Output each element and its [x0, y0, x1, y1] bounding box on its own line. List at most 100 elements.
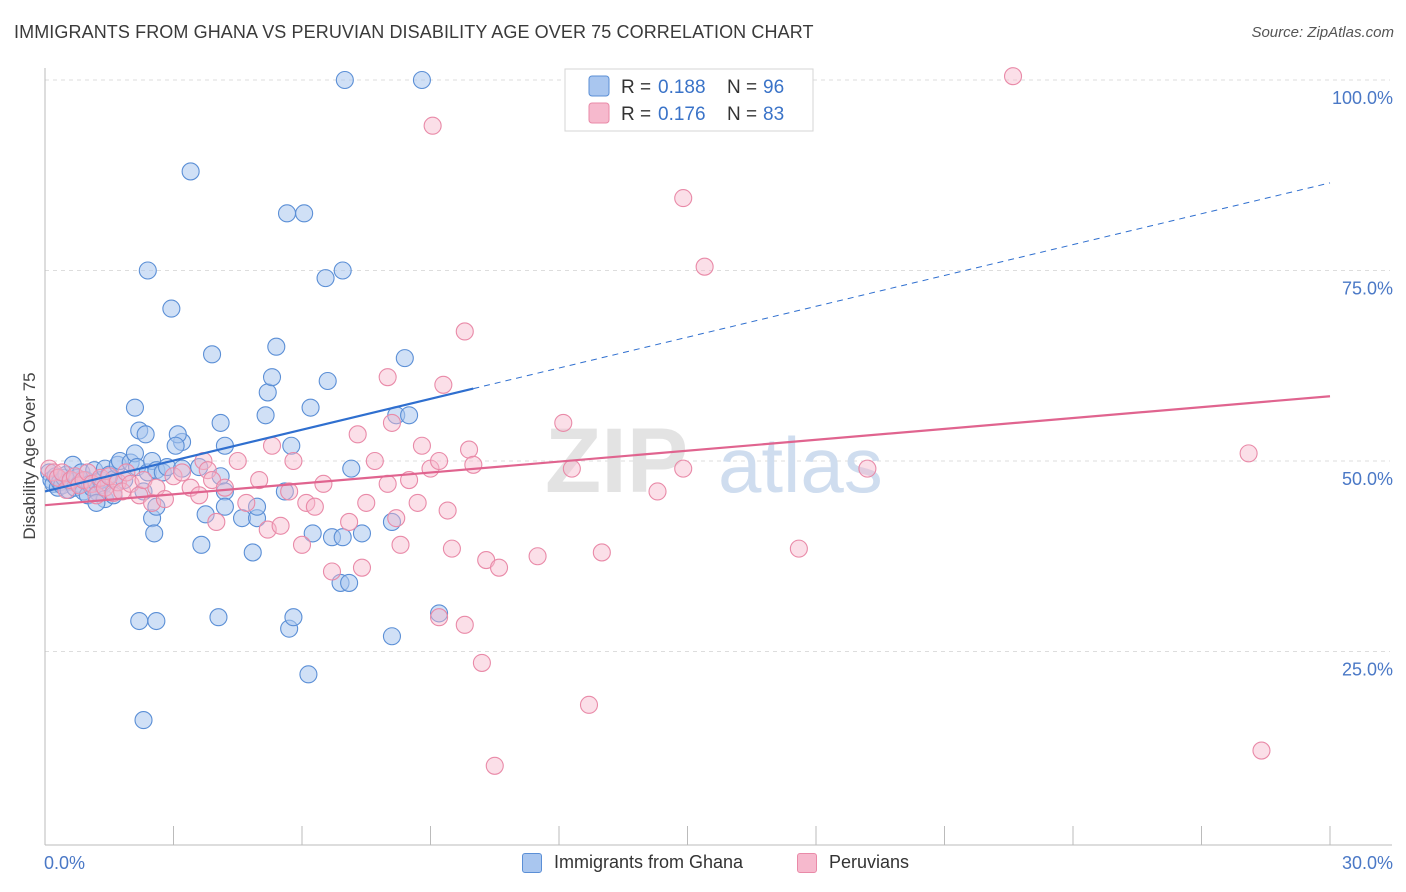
tick-labels: 25.0% 50.0% 75.0% 100.0% 0.0% 30.0% — [44, 88, 1393, 873]
ghana-point — [352, 524, 372, 543]
peruvians-point — [579, 695, 599, 714]
peruvians-point — [789, 539, 808, 558]
ghana-point — [256, 406, 275, 425]
ghana-point — [282, 436, 301, 455]
peruvians-point — [455, 322, 474, 341]
legend-label-ghana: Immigrants from Ghana — [554, 852, 744, 872]
peruvians-point — [348, 425, 367, 444]
peruvians-point — [695, 257, 714, 276]
ghana-point — [130, 611, 149, 631]
peruvians-point — [1252, 741, 1271, 760]
ghana-point — [333, 261, 352, 280]
ghana-point — [382, 627, 402, 646]
ghana-point — [147, 611, 166, 631]
watermark-atlas: atlas — [718, 421, 883, 509]
ghana-point — [181, 162, 200, 181]
ghana-point — [215, 497, 234, 516]
peruvians-point — [528, 547, 547, 566]
legend-n-value-ghana: 96 — [763, 77, 784, 98]
ghana-point — [299, 665, 318, 684]
peruvians-point — [297, 493, 316, 512]
peruvians-point — [155, 490, 174, 509]
legend-r-label-peruvians: R = — [621, 104, 651, 125]
peruvians-point — [1239, 444, 1258, 463]
zipatlas-watermark: ZIP atlas — [545, 410, 883, 512]
peruvians-point — [378, 368, 397, 387]
peruvians-point — [173, 463, 192, 482]
peruvians-point — [412, 436, 431, 455]
peruvians-point — [464, 455, 483, 474]
peruvians-point — [438, 501, 457, 520]
peruvians-point — [314, 474, 333, 493]
peruvians-point — [228, 451, 247, 471]
ghana-point — [192, 535, 211, 554]
ghana-point — [267, 337, 286, 356]
peruvians-point — [284, 451, 303, 471]
series-legend: Immigrants from Ghana Peruvians — [0, 852, 1406, 878]
ghana-point — [262, 368, 282, 387]
peruvians-point — [215, 478, 234, 497]
chart-title: IMMIGRANTS FROM GHANA VS PERUVIAN DISABI… — [14, 22, 814, 42]
ghana-point — [209, 608, 228, 627]
legend-r-label-ghana: R = — [621, 77, 651, 98]
y-tick-label: 50.0% — [1342, 469, 1393, 489]
ghana-point — [166, 436, 185, 455]
ghana-point — [134, 711, 153, 730]
ghana-point — [295, 204, 314, 223]
peruvians-trend-line — [44, 395, 1331, 507]
peruvians-point — [237, 493, 256, 512]
peruvians-point — [262, 436, 282, 455]
peruvians-point — [674, 189, 693, 208]
peruvians-point — [489, 558, 509, 577]
trend-lines — [44, 182, 1331, 507]
peruvians-point — [674, 459, 693, 478]
peruvians-point — [592, 543, 611, 562]
ghana-point — [87, 493, 106, 512]
peruvians-point — [648, 482, 667, 501]
ghana-point — [258, 383, 277, 402]
peruvians-point — [280, 482, 299, 501]
peruvians-point — [340, 512, 359, 532]
x-tick-label: 0.0% — [44, 853, 85, 873]
grid-lines — [45, 79, 1390, 652]
peruvians-point — [378, 474, 397, 493]
legend-swatch-ghana — [588, 75, 610, 97]
legend-swatch-ghana-bottom — [522, 852, 542, 873]
peruvians-point — [442, 539, 461, 558]
peruvians-point — [455, 615, 474, 634]
ghana-point — [196, 505, 215, 524]
peruvians-point — [322, 562, 342, 581]
source-note: Source: ZipAtlas.com — [1251, 24, 1394, 41]
series-peruvians-points — [40, 67, 1271, 775]
ghana-point — [430, 604, 449, 623]
peruvians-point — [430, 608, 449, 627]
axes — [44, 68, 1392, 846]
ghana-point — [284, 608, 303, 627]
ghana-point — [162, 299, 181, 318]
ghana-point — [318, 371, 337, 391]
ghana-point — [277, 204, 297, 223]
series-ghana-points — [40, 70, 449, 730]
peruvians-point — [858, 459, 877, 478]
stats-legend: R = 0.188 N = 96 R = 0.176 N = 83 — [564, 68, 814, 132]
ghana-point — [136, 425, 155, 444]
peruvians-point — [459, 440, 479, 459]
legend-label-peruvians: Peruvians — [829, 852, 910, 872]
ghana-point — [145, 524, 164, 543]
ghana-point — [125, 398, 144, 417]
legend-swatch-peruvians-bottom — [797, 852, 817, 873]
peruvians-point — [562, 459, 581, 478]
legend-swatch-peruvians — [588, 102, 610, 124]
legend-item-peruvians: Peruvians — [797, 852, 909, 873]
peruvians-point — [292, 535, 312, 554]
legend-r-value-ghana: 0.188 — [658, 77, 706, 98]
peruvians-point — [357, 493, 376, 512]
peruvians-point — [423, 116, 442, 135]
peruvians-point — [190, 486, 209, 505]
legend-n-label-ghana: N = — [727, 77, 757, 98]
x-tick-label: 30.0% — [1342, 853, 1393, 873]
ghana-point — [138, 261, 157, 280]
peruvians-point — [352, 558, 372, 577]
peruvians-point — [365, 451, 384, 471]
y-tick-label: 75.0% — [1342, 279, 1393, 299]
